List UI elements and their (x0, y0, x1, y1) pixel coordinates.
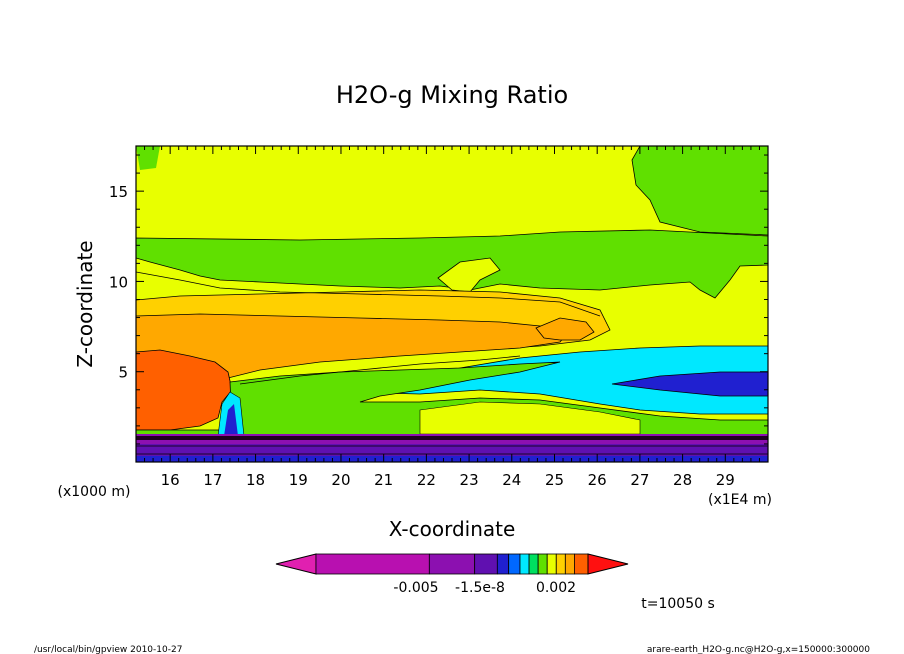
x-unit-note: (x1E4 m) (708, 492, 772, 508)
y-unit-note: (x1000 m) (58, 484, 131, 500)
colorbar-segment (528, 553, 539, 575)
region-blue-spike (224, 404, 238, 436)
x-tick-label: 29 (716, 471, 735, 489)
y-axis: 5 10 15 (109, 154, 768, 463)
colorbar-segment (564, 553, 575, 575)
x-tick-label: 17 (203, 471, 222, 489)
region-green-band (136, 229, 768, 299)
colorbar-tick-label: -1.5e-8 (455, 580, 505, 596)
x-tick-label: 21 (374, 471, 393, 489)
x-axis-label: X-coordinate (389, 517, 516, 541)
colorbar-segment (519, 553, 530, 575)
time-label: t=10050 s (641, 596, 715, 612)
x-tick-label: 23 (460, 471, 479, 489)
colorbar-segment (555, 553, 566, 575)
region-yellow-island (437, 257, 501, 293)
colorbar-segment (537, 553, 548, 575)
x-tick-label: 26 (588, 471, 607, 489)
x-tick-label: 28 (673, 471, 692, 489)
colorbar-tick-label: -0.005 (393, 580, 438, 596)
plot-area (136, 146, 768, 462)
x-tick-label: 24 (502, 471, 521, 489)
region-cyan (339, 345, 768, 415)
region-orange (136, 313, 571, 383)
colorbar-segment (428, 553, 476, 575)
x-tick-label: 19 (289, 471, 308, 489)
x-axis: 16 17 18 19 20 21 22 23 24 25 26 27 28 29 (135, 146, 769, 489)
x-tick-label: 22 (417, 471, 436, 489)
colorbar-labels: -0.005 -1.5e-8 0.002 (393, 580, 576, 596)
region-green-topleft (136, 146, 160, 170)
x-tick-label: 18 (246, 471, 265, 489)
y-axis-label: Z-coordinate (73, 240, 97, 367)
y-tick-label: 10 (109, 273, 128, 291)
colorbar-left-triangle (275, 553, 317, 575)
region-blue (611, 371, 768, 397)
colorbar-tick-label: 0.002 (536, 580, 576, 596)
footer-left: /usr/local/bin/gpview 2010-10-27 (34, 645, 182, 654)
colorbar-segment (508, 553, 521, 575)
colorbar-segment (546, 553, 557, 575)
contour-line-2 (239, 355, 521, 385)
colorbar-segment (474, 553, 498, 575)
colorbar-right-triangle (587, 553, 629, 575)
x-tick-label: 16 (161, 471, 180, 489)
footer-right: arare-earth_H2O-g.nc@H2O-g,x=150000:3000… (647, 645, 870, 654)
region-darkline (136, 436, 768, 440)
x-tick-label: 25 (545, 471, 564, 489)
x-tick-label: 20 (331, 471, 350, 489)
y-tick-label: 15 (109, 183, 128, 201)
region-green-topright (631, 146, 768, 236)
region-orange-blob (535, 317, 595, 341)
colorbar-segment (496, 553, 510, 575)
x-tick-label: 27 (630, 471, 649, 489)
colorbar (275, 553, 629, 575)
y-tick-label: 5 (118, 364, 128, 382)
colorbar-segment (315, 553, 430, 575)
contour-line-1 (136, 271, 601, 317)
colorbar-segment (574, 553, 589, 575)
chart-title: H2O-g Mixing Ratio (336, 81, 568, 109)
